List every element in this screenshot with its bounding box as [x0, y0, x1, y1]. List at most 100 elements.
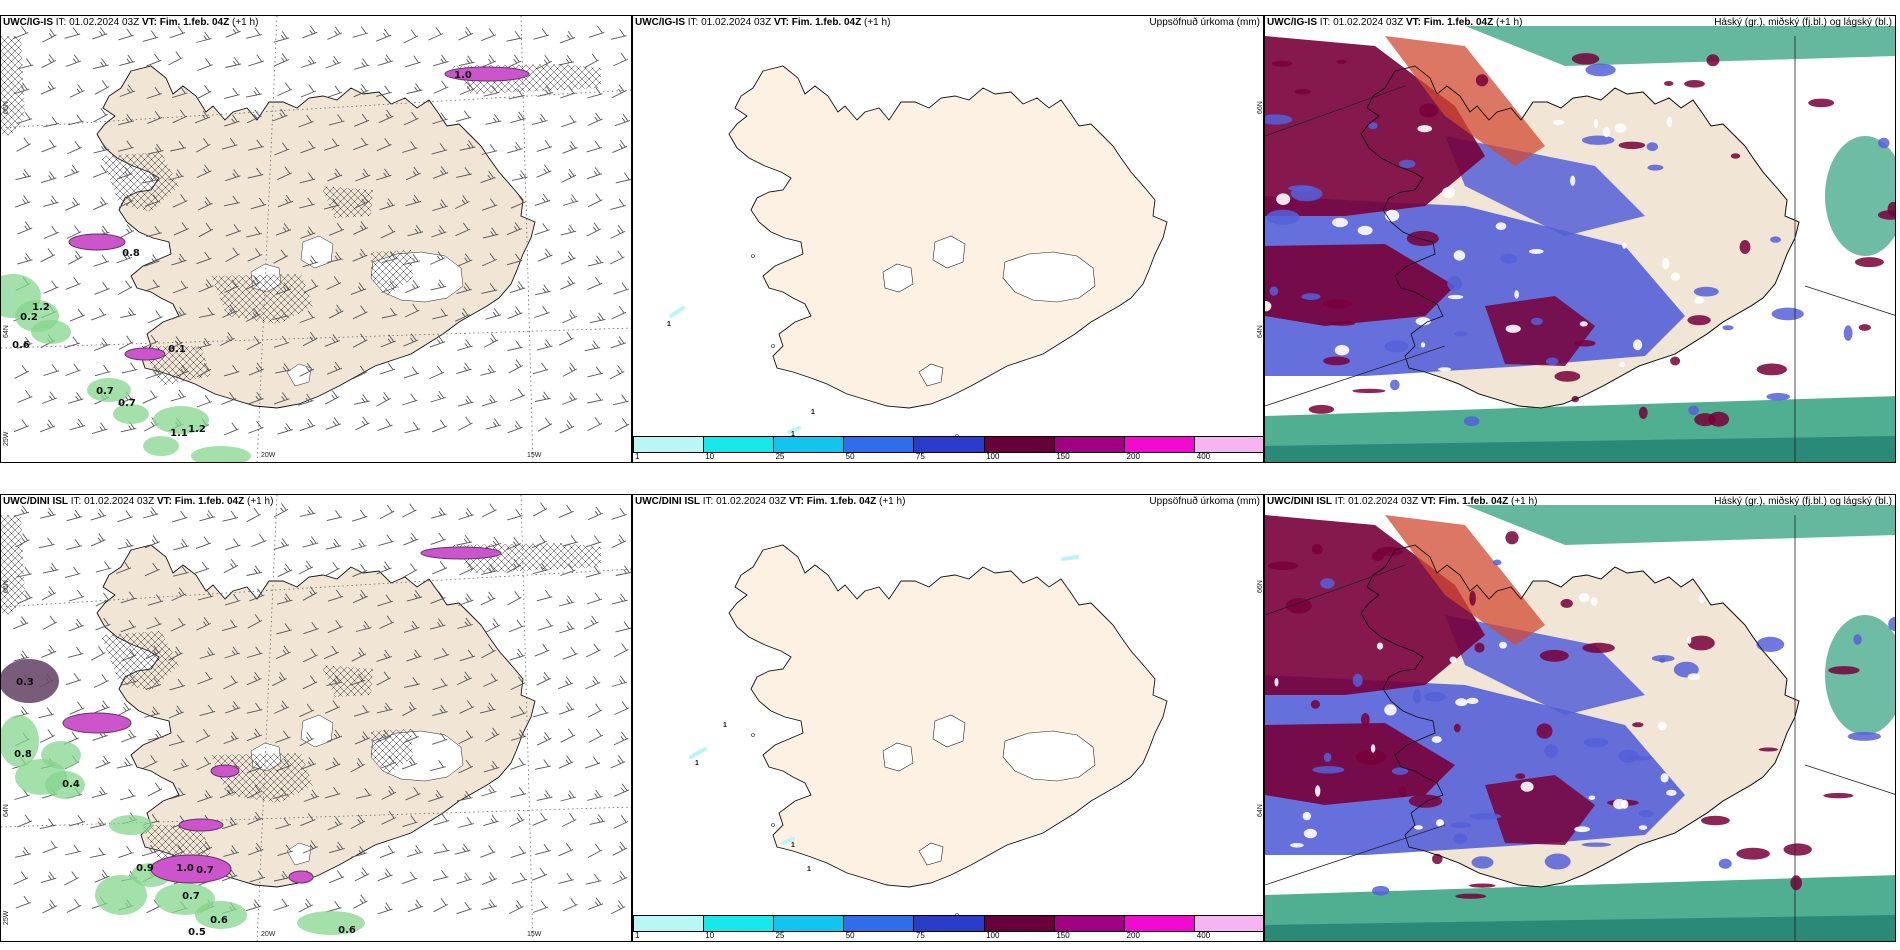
colorbar-swatch [914, 436, 985, 453]
lat-label: 25W [3, 431, 10, 446]
cloud-speckle [1808, 98, 1835, 108]
high-cloud-streak [1385, 36, 1545, 166]
mid-cloud-area [1445, 615, 1645, 715]
cloud-speckle [1790, 875, 1802, 891]
vt-label: VT: [1420, 496, 1436, 507]
graticule [1, 16, 631, 462]
cloud-speckle [1450, 822, 1472, 829]
cloud-speckle [1412, 689, 1422, 704]
map-canvas: 0.21.20.60.70.71.1 1.20.80.11.0 [1, 16, 631, 462]
cloud-speckle [1505, 531, 1519, 545]
contour-value-label: 0.1 [168, 344, 186, 355]
cloud-speckle [1646, 142, 1658, 152]
island [751, 254, 755, 258]
vt-label: VT: [1405, 17, 1421, 28]
hatched-area [101, 152, 179, 212]
colorbar-swatch [774, 436, 845, 453]
precip-value-label: 1 [791, 431, 795, 438]
cloud-speckle [1847, 732, 1881, 741]
panel-field-title: Háský (gr.), miðský (fj.bl.) og lágský (… [1714, 17, 1892, 28]
cloud-speckle [1469, 813, 1502, 820]
cloud-speckle [1269, 286, 1279, 296]
clear-sky-gap [1694, 296, 1705, 304]
island [751, 733, 755, 737]
precip-value-label: 1 [807, 866, 811, 873]
hatched-area [101, 631, 179, 691]
precip-value-label: 1 [695, 760, 699, 767]
cloud-speckle [1739, 240, 1751, 254]
contour-value-label: 0.7 [182, 891, 200, 902]
colorbar-label: 400 [1196, 931, 1211, 940]
contour-value-label: 1.0 [454, 70, 472, 81]
precip-contour [45, 771, 85, 799]
colorbar-swatch [1054, 436, 1125, 453]
cloud-speckle [1736, 847, 1770, 860]
glacier [300, 714, 334, 748]
panel-r1-cloud: UWC/DINI ISL IT: 01.02.2024 03Z VT: Fim.… [1264, 494, 1896, 942]
cloud-speckle [1858, 324, 1871, 331]
colorbar [633, 915, 1263, 932]
colorbar-label: 400 [1196, 452, 1211, 461]
cloud-speckle [1823, 792, 1854, 799]
panel-field-title: Uppsöfnuð úrkoma (mm) [1149, 496, 1260, 507]
vt-label: VT: [788, 496, 804, 507]
lon-label: 20W [261, 931, 276, 938]
cloud-speckle [1718, 858, 1732, 869]
cloud-speckle [1285, 598, 1312, 614]
clear-sky-gap [1290, 843, 1304, 848]
colorbar-swatch [704, 915, 775, 932]
clear-sky-gap [1376, 642, 1384, 650]
cloud-speckle [1392, 767, 1409, 775]
cloud-speckle [1770, 236, 1781, 243]
panel-r0-precip: 1 1 1 66N 64N 1 10 25 50 75 100 150 200 400 UWC/IG-IS … [632, 15, 1264, 463]
cloud-speckle [1544, 853, 1571, 870]
panel-title: UWC/DINI ISL IT: 01.02.2024 03Z VT: Fim.… [1267, 496, 1537, 508]
vt-label: VT: [156, 496, 172, 507]
contour-value-label: 0.7 [96, 386, 114, 397]
wind-barbs [13, 24, 631, 436]
cloud-speckle [1408, 794, 1443, 808]
precip-contour [143, 436, 179, 456]
clear-sky-gap [1633, 339, 1643, 351]
cloud-speckle [1756, 363, 1787, 376]
precip-streak [1061, 555, 1079, 561]
cloud-speckle [1783, 843, 1812, 856]
colorbar-label: 50 [845, 452, 855, 461]
precip-contour [1, 715, 39, 767]
low-cloud-band [1465, 26, 1895, 66]
cloud-speckle [1638, 406, 1648, 419]
cloud-speckle [1647, 164, 1664, 171]
colorbar-swatch [1124, 436, 1195, 453]
cloud-field [1265, 16, 1895, 462]
colorbar-label: 25 [775, 452, 785, 461]
vt-value: Fim. 1.feb. 04Z [1438, 496, 1509, 507]
clear-sky-gap [1447, 294, 1464, 300]
colorbar-label: 100 [986, 452, 1000, 461]
contour-value-label: 0.7 [196, 865, 214, 876]
colorbar-label: 50 [845, 931, 855, 940]
coastline [1360, 65, 1800, 409]
contour-value-label: 0.6 [210, 915, 228, 926]
clear-sky-gap [1660, 773, 1669, 783]
panel-r1-precip: 1 1 1 1 66N 64N 1 10 25 50 75 100 150 200 400 UWC/DINI … [632, 494, 1264, 942]
glacier [918, 842, 944, 866]
cloud-speckle [1352, 388, 1386, 394]
panel-r0-wind: 0.2 1.2 0.6 0.7 0.7 1.1 1.2 0.8 0.1 1.0 20W 15W 66N 6… [0, 15, 632, 463]
low-cloud-patch [1825, 136, 1895, 256]
clear-sky-gap [1384, 704, 1397, 716]
contour-value-label: 1.0 [176, 863, 194, 874]
clear-sky-gap [1552, 120, 1565, 125]
cloud-speckle [1453, 723, 1461, 733]
lon-label: 15W [527, 931, 542, 938]
contour-value-label: 1.2 [188, 424, 206, 435]
panel-field-title: Háský (gr.), miðský (fj.bl.) og lágský (… [1714, 496, 1892, 507]
cloud-speckle [1582, 642, 1615, 653]
cloud-speckle [1424, 692, 1446, 702]
cloud-speckle [1581, 135, 1615, 145]
cloud-speckle [1574, 340, 1596, 347]
hatched-area [1, 36, 25, 136]
colorbar-swatch [984, 436, 1055, 453]
colorbar-label: 10 [705, 931, 715, 940]
vt-label: VT: [141, 17, 157, 28]
clear-sky-gap [1578, 593, 1590, 603]
